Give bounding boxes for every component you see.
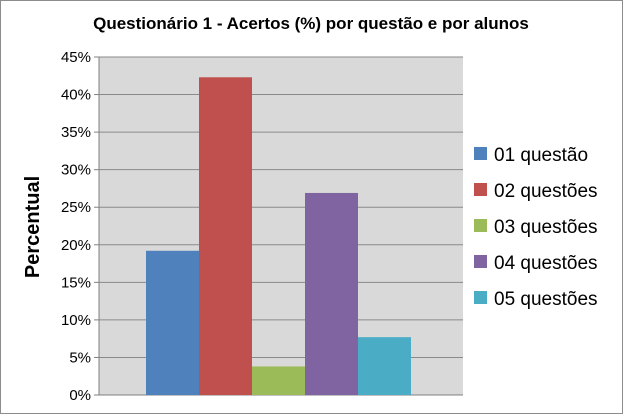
legend-swatch	[474, 183, 487, 196]
plot-area: 0% 5% 10% 15% 20% 25% 30% 35% 40% 45%	[61, 49, 463, 404]
legend: 01 questão 02 questões 03 questões 04 quest…	[474, 145, 598, 310]
bar	[305, 192, 358, 395]
y-tick-label: 0%	[69, 387, 91, 404]
y-tick-label: 30%	[61, 162, 91, 179]
y-tick-label: 35%	[61, 124, 91, 141]
y-tick-label: 45%	[61, 49, 91, 66]
y-axis-label: Percentual	[22, 176, 44, 278]
legend-swatch	[474, 147, 487, 160]
legend-label: 04 questões	[494, 253, 598, 274]
legend-label: 05 questões	[494, 289, 598, 310]
legend-swatch	[474, 255, 487, 268]
bar	[358, 337, 411, 395]
y-tick-label: 5%	[69, 349, 91, 366]
legend-label: 03 questões	[494, 217, 598, 238]
legend-label: 01 questão	[494, 145, 588, 166]
y-tick-label: 20%	[61, 237, 91, 254]
chart-title: Questionário 1 - Acertos (%) por questão…	[93, 14, 529, 33]
y-tick-label: 25%	[61, 199, 91, 216]
bar	[146, 250, 199, 395]
bar	[199, 77, 252, 395]
bar	[252, 366, 305, 395]
legend-label: 02 questões	[494, 181, 598, 202]
y-tick-label: 15%	[61, 274, 91, 291]
y-tick-label: 40%	[61, 87, 91, 104]
y-tick-label: 10%	[61, 312, 91, 329]
legend-swatch	[474, 219, 487, 232]
legend-swatch	[474, 291, 487, 304]
